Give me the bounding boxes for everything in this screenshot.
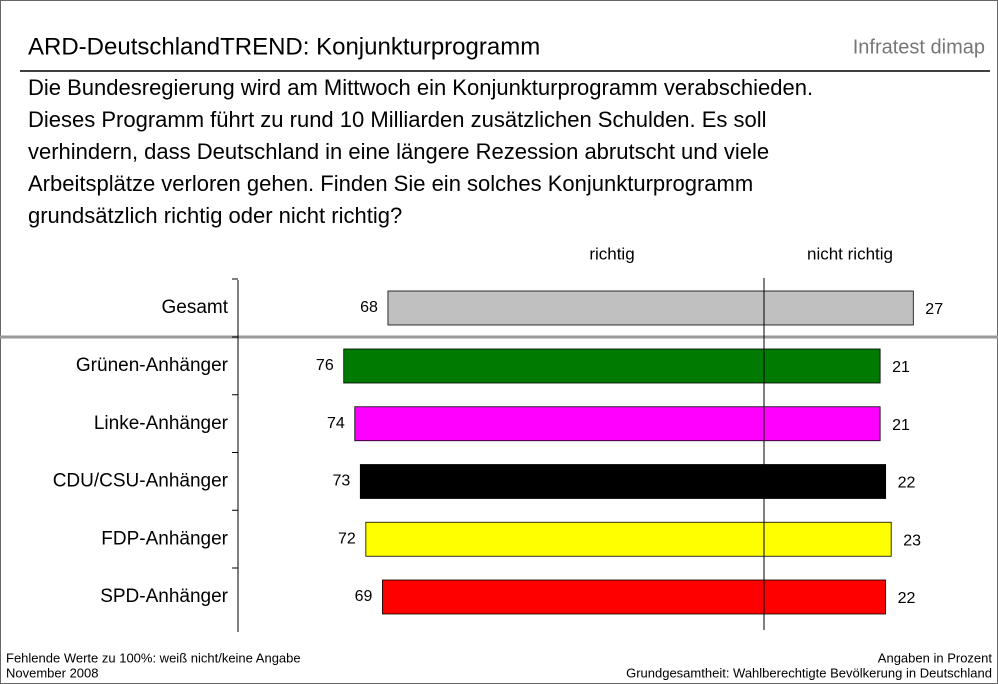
bar-richtig — [354, 406, 765, 442]
bar-nicht-richtig — [763, 521, 892, 557]
bar-nicht-richtig — [763, 464, 887, 499]
bar-richtig — [343, 348, 765, 384]
category-label: CDU/CSU-Anhänger — [53, 471, 229, 492]
value-label: 68 — [360, 299, 378, 316]
question-line: Die Bundesregierung wird am Mittwoch ein… — [28, 75, 813, 100]
legend-right: nicht richtig — [807, 244, 893, 263]
value-label: 74 — [327, 415, 345, 432]
value-label: 73 — [333, 473, 351, 490]
category-label: Gesamt — [161, 297, 228, 318]
value-label: 76 — [316, 357, 334, 374]
bar-nicht-richtig — [763, 579, 887, 615]
question-line: Dieses Programm führt zu rund 10 Milliar… — [28, 107, 767, 132]
question-line: grundsätzlich richtig oder nicht richtig… — [28, 203, 402, 228]
footnote: November 2008 — [6, 665, 99, 680]
bar-richtig — [382, 579, 765, 615]
footnote: Grundgesamtheit: Wahlberechtigte Bevölke… — [626, 665, 992, 680]
category-label: Linke-Anhänger — [94, 413, 229, 434]
bar-nicht-richtig — [763, 406, 881, 442]
category-label: Grünen-Anhänger — [76, 355, 229, 376]
value-label: 23 — [903, 532, 921, 549]
footnote: Fehlende Werte zu 100%: weiß nicht/keine… — [6, 650, 301, 665]
value-label: 21 — [892, 359, 910, 376]
category-label: SPD-Anhänger — [100, 586, 228, 607]
value-label: 22 — [898, 475, 916, 492]
bar-richtig — [359, 464, 765, 499]
value-label: 22 — [898, 590, 916, 607]
legend-left: richtig — [589, 244, 634, 263]
value-label: 69 — [355, 588, 373, 605]
bar-richtig — [387, 290, 765, 326]
value-label: 21 — [892, 417, 910, 434]
bar-richtig — [365, 521, 765, 557]
source: Infratest dimap — [853, 36, 985, 58]
footnote: Angaben in Prozent — [878, 650, 993, 665]
chart-title: ARD-DeutschlandTREND: Konjunkturprogramm — [28, 33, 540, 60]
category-label: FDP-Anhänger — [101, 528, 228, 549]
bar-nicht-richtig — [763, 348, 881, 384]
value-label: 27 — [925, 301, 943, 318]
question-line: Arbeitsplätze verloren gehen. Finden Sie… — [28, 171, 753, 196]
bar-nicht-richtig — [763, 290, 914, 326]
question-line: verhindern, dass Deutschland in eine län… — [28, 139, 769, 164]
value-label: 72 — [338, 530, 356, 547]
